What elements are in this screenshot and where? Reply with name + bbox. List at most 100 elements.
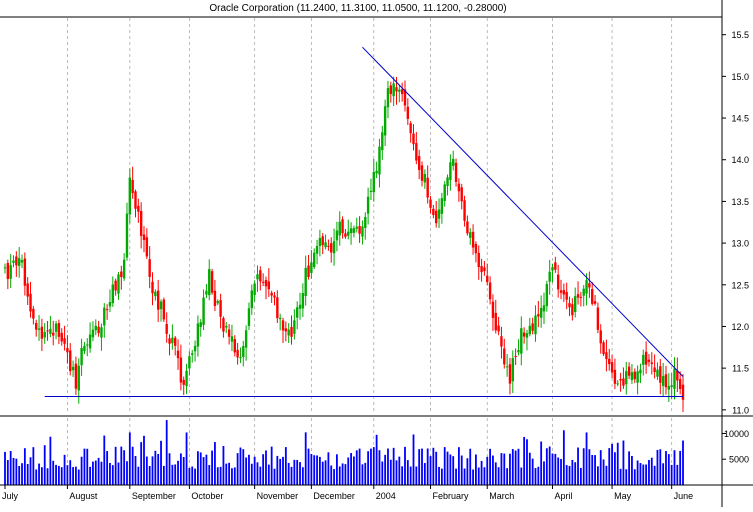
candle-body [491, 301, 495, 318]
candle-body [222, 318, 225, 332]
candle-body [503, 348, 506, 365]
candle-34 [100, 323, 103, 351]
candle-body [642, 354, 645, 365]
candle-body [406, 106, 410, 119]
volume-bar-156 [446, 451, 449, 485]
candle-199 [568, 296, 571, 317]
candle-158 [452, 150, 455, 171]
candle-159 [454, 158, 458, 187]
candle-200 [571, 298, 574, 321]
candle-120 [344, 229, 347, 239]
volume-bar-180 [514, 450, 517, 485]
volume-bar-21 [63, 454, 66, 485]
candle-body [528, 325, 532, 335]
candle-170 [486, 263, 489, 286]
candle-body [656, 369, 659, 377]
price-tick-label: 13.5 [731, 197, 749, 207]
candle-body [267, 281, 271, 290]
volume-bar-63 [182, 457, 185, 485]
candle-body [196, 323, 200, 347]
volume-bar-87 [250, 463, 253, 485]
candle-93 [267, 268, 271, 297]
candle-body [514, 355, 517, 357]
candle-body [103, 307, 106, 326]
candle-body [77, 365, 80, 391]
candle-body [128, 177, 132, 215]
volume-bar-130 [372, 447, 375, 485]
candle-106 [304, 255, 307, 306]
candle-body [208, 269, 211, 296]
volume-bar-10 [32, 447, 35, 485]
candle-body [381, 132, 384, 151]
volume-bar-216 [616, 442, 619, 485]
volume-bar-215 [614, 452, 616, 485]
candle-25 [74, 356, 78, 395]
candle-body [602, 342, 605, 355]
volume-bar-106 [304, 432, 307, 485]
volume-bar-22 [66, 465, 69, 485]
candle-44 [128, 168, 132, 224]
volume-bar-7 [23, 448, 26, 485]
candle-body [134, 191, 137, 209]
volume-bar-129 [370, 448, 372, 485]
volume-bar-165 [472, 469, 474, 485]
candle-182 [520, 316, 523, 366]
candle-35 [103, 303, 106, 338]
candle-80 [230, 324, 234, 352]
candle-body [443, 184, 446, 202]
candle-207 [591, 282, 594, 306]
candle-168 [480, 258, 483, 282]
volume-bar-199 [568, 465, 571, 485]
candle-49 [142, 226, 146, 253]
volume-bar-49 [143, 435, 145, 485]
volume-bar-219 [625, 469, 628, 485]
volume-bar-60 [174, 464, 177, 485]
candle-body [647, 359, 651, 363]
candle-212 [605, 339, 608, 372]
volume-bar-185 [528, 452, 531, 485]
volume-bar-136 [389, 459, 392, 485]
candle-109 [313, 248, 316, 270]
candle-body [242, 346, 245, 357]
candle-body [452, 158, 455, 166]
volume-bar-169 [483, 467, 486, 485]
candle-129 [369, 178, 373, 200]
candle-body [386, 88, 390, 108]
candle-body [613, 369, 617, 384]
candle-20 [60, 328, 63, 346]
volume-bar-15 [46, 468, 49, 485]
candle-50 [145, 228, 149, 260]
candle-102 [293, 309, 296, 340]
candle-67 [193, 340, 197, 362]
candle-body [307, 265, 310, 277]
candle-227 [647, 354, 651, 367]
candle-210 [599, 324, 602, 354]
candle-63 [182, 376, 185, 395]
candle-body [525, 333, 529, 338]
volume-bar-175 [500, 453, 503, 485]
candle-body [40, 326, 44, 339]
candle-body [261, 281, 265, 283]
candle-41 [120, 265, 123, 290]
volume-bar-45 [131, 446, 134, 485]
candle-body [216, 301, 219, 304]
volume-bar-35 [103, 435, 106, 485]
candle-body [673, 368, 676, 389]
candle-body [324, 242, 327, 248]
volume-bar-83 [239, 447, 242, 485]
volume-bar-61 [177, 460, 179, 485]
candle-37 [108, 289, 112, 313]
candle-body [52, 332, 55, 336]
candle-206 [588, 271, 591, 298]
volume-bar-88 [253, 456, 256, 485]
volume-bar-159 [455, 468, 457, 485]
candle-body [159, 301, 163, 310]
candle-body [480, 266, 483, 273]
candle-103 [295, 301, 299, 330]
candle-body [199, 322, 202, 327]
candle-154 [440, 192, 444, 224]
candle-110 [315, 240, 319, 265]
candle-137 [392, 76, 395, 106]
candle-body [54, 323, 58, 332]
